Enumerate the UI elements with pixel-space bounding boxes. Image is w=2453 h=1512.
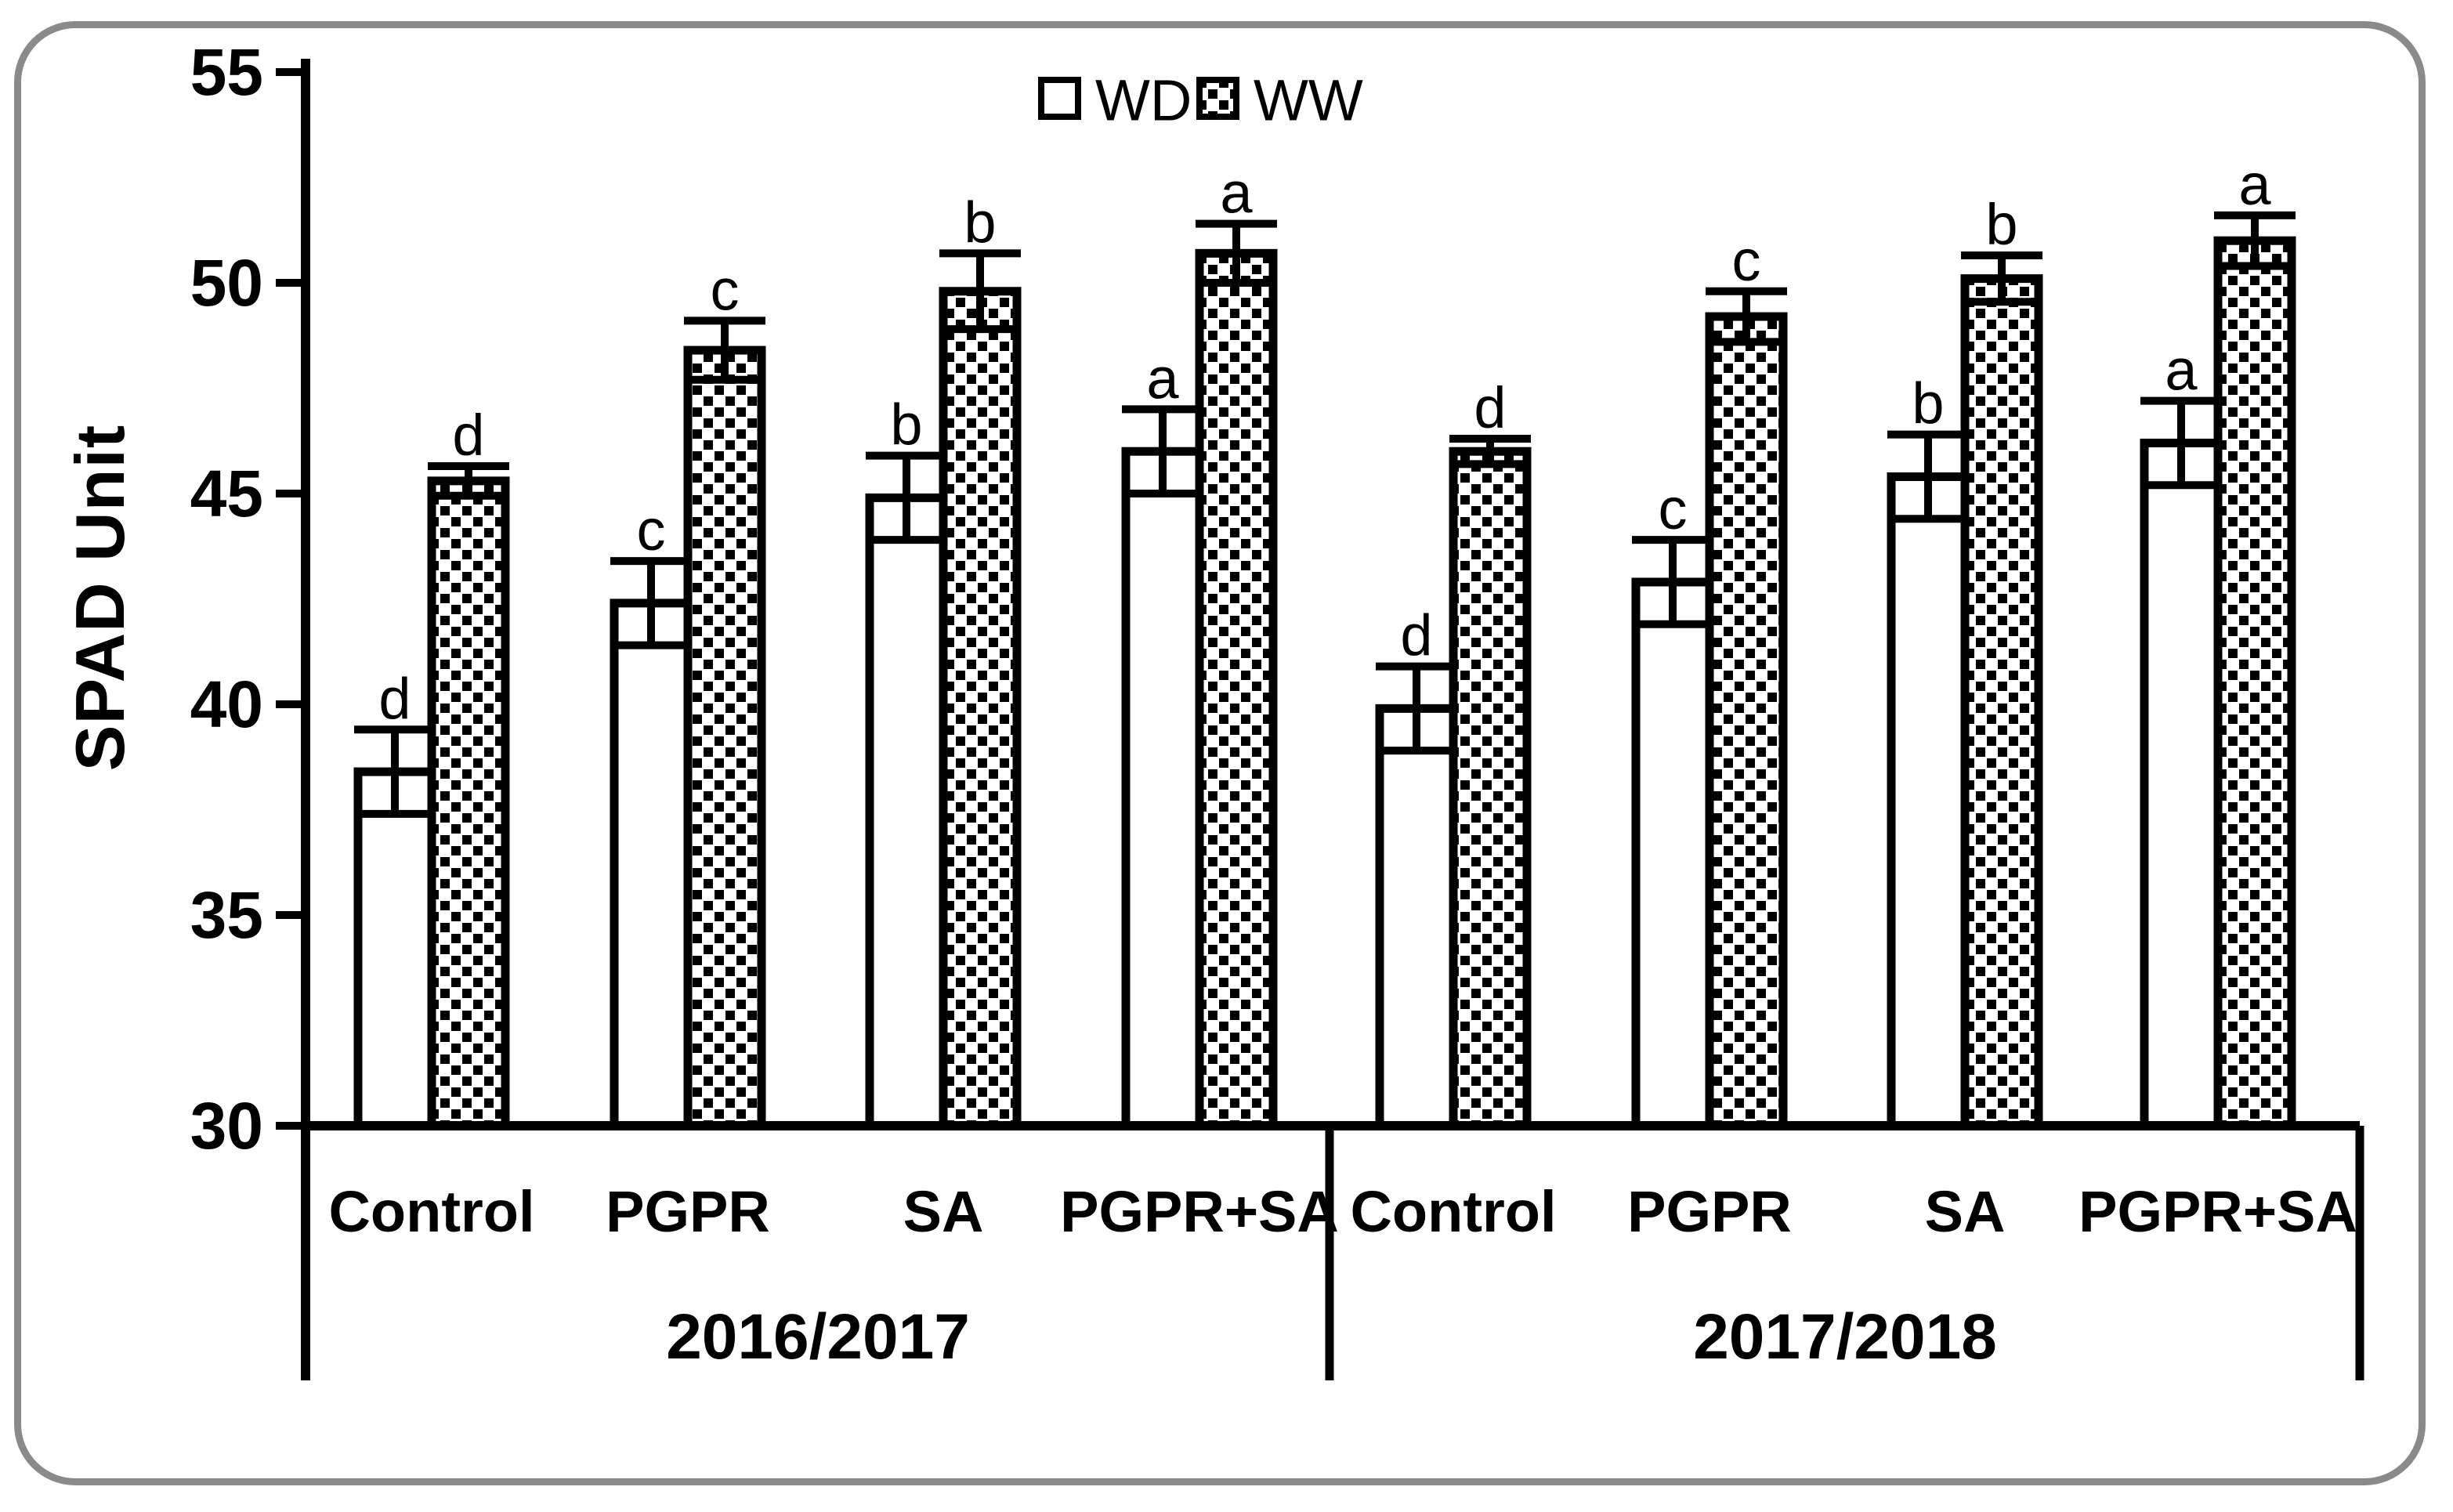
sig-letter: b bbox=[890, 392, 922, 458]
category-label: PGPR bbox=[606, 1179, 770, 1244]
category-label: Control bbox=[328, 1179, 534, 1244]
category-label: Control bbox=[1350, 1179, 1556, 1244]
sig-letter: a bbox=[2165, 338, 2198, 403]
category-label: PGPR+SA bbox=[2079, 1179, 2357, 1244]
sig-letter: a bbox=[1220, 161, 1253, 226]
legend-swatch-ww bbox=[1196, 77, 1239, 120]
sig-letter: c bbox=[1659, 476, 1688, 541]
sig-letter: a bbox=[1146, 345, 1179, 411]
sig-letter: b bbox=[1912, 371, 1944, 436]
legend-label-ww: WW bbox=[1254, 68, 1363, 133]
sig-letter: b bbox=[964, 190, 996, 255]
y-tick-label: 45 bbox=[190, 457, 263, 530]
bar-ww-2 bbox=[683, 345, 766, 1130]
y-tick-label: 35 bbox=[190, 878, 263, 952]
bar-ww-7 bbox=[1960, 274, 2043, 1130]
sig-letter: d bbox=[1400, 603, 1432, 668]
figure-border bbox=[14, 21, 2426, 1485]
legend-label-wd: WD bbox=[1095, 68, 1192, 133]
sig-letter: d bbox=[452, 403, 484, 468]
y-axis-title: SPAD Unit bbox=[61, 424, 139, 772]
category-label: SA bbox=[1925, 1179, 2006, 1244]
sig-letter: c bbox=[1732, 228, 1761, 293]
y-tick-label: 50 bbox=[190, 246, 263, 320]
y-tick-label: 30 bbox=[190, 1089, 263, 1163]
category-label: PGPR+SA bbox=[1060, 1179, 1339, 1244]
y-tick-label: 55 bbox=[190, 35, 263, 109]
category-label: PGPR bbox=[1627, 1179, 1792, 1244]
sig-letter: b bbox=[1985, 192, 2017, 257]
sig-letter: d bbox=[1474, 375, 1506, 440]
sig-letter: c bbox=[637, 497, 666, 562]
legend-swatch-wd bbox=[1038, 77, 1081, 120]
sig-letter: a bbox=[2238, 152, 2271, 217]
sig-letter: d bbox=[378, 666, 411, 731]
year-label: 2016/2017 bbox=[666, 1301, 970, 1373]
year-label: 2017/2018 bbox=[1693, 1301, 1997, 1373]
sig-letter: c bbox=[711, 257, 740, 322]
y-tick-label: 40 bbox=[190, 667, 263, 741]
category-label: SA bbox=[903, 1179, 984, 1244]
